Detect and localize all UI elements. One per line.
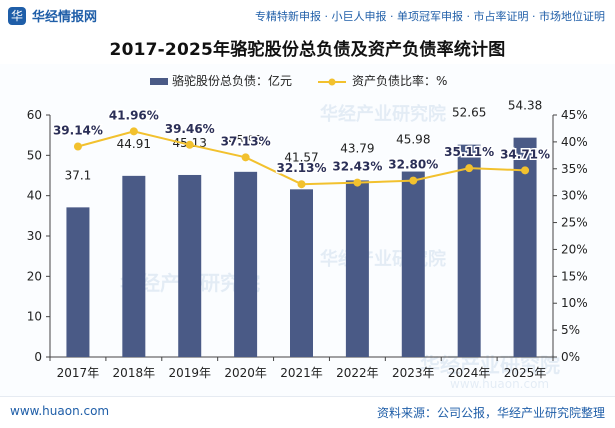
bar-value-label: 45.98 xyxy=(396,133,430,147)
brand-name: 华经情报网 xyxy=(32,10,98,25)
ratio-value-label: 39.14% xyxy=(53,124,103,138)
x-axis-tick-label: 2020年 xyxy=(224,366,267,380)
bar-value-label: 54.38 xyxy=(508,99,542,113)
ratio-value-label: 34.71% xyxy=(500,147,550,161)
brand-logo-icon: 华 xyxy=(8,6,26,25)
right-axis-tick-label: 10% xyxy=(561,296,588,310)
bar xyxy=(66,207,90,357)
bar xyxy=(345,180,369,357)
left-axis-tick-label: 60 xyxy=(27,108,42,122)
x-axis-tick-label: 2023年 xyxy=(392,366,435,380)
x-axis-tick-label: 2018年 xyxy=(113,366,156,380)
bar xyxy=(290,189,313,357)
footer-website-link[interactable]: www.huaon.com xyxy=(10,404,110,418)
bar-value-label: 43.79 xyxy=(340,141,374,155)
ratio-point xyxy=(465,164,474,173)
chart-title: 2017-2025年骆驼股份总负债及资产负债率统计图 xyxy=(109,39,506,60)
watermark-text-1: 华经产业研究院 xyxy=(320,103,446,125)
header-tagline: 专精特新申报 · 小巨人申报 · 单项冠军申报 · 市占率证明 · 市场地位证明 xyxy=(255,10,605,23)
legend-bar-swatch xyxy=(150,78,168,85)
ratio-point xyxy=(297,180,306,189)
right-axis-tick-label: 5% xyxy=(561,323,580,337)
x-axis-tick-label: 2025年 xyxy=(504,366,547,380)
x-axis-tick-label: 2017年 xyxy=(57,366,100,380)
bar xyxy=(457,144,481,357)
bar xyxy=(401,171,425,357)
title-bar: 2017-2025年骆驼股份总负债及资产负债率统计图 xyxy=(0,30,615,64)
top-header-bar: 华 华经情报网 专精特新申报 · 小巨人申报 · 单项冠军申报 · 市占率证明 … xyxy=(0,0,615,31)
x-axis-tick-label: 2022年 xyxy=(336,366,379,380)
x-axis-tick-label: 2021年 xyxy=(280,366,323,380)
ratio-point xyxy=(73,142,82,151)
ratio-point xyxy=(129,127,138,136)
x-axis-tick-label: 2024年 xyxy=(448,366,491,380)
ratio-point xyxy=(185,140,194,149)
ratio-value-label: 41.96% xyxy=(109,108,159,122)
bar-value-label: 45.91 xyxy=(228,133,262,147)
bar-value-label: 41.57 xyxy=(284,150,318,164)
right-axis-tick-label: 25% xyxy=(561,216,588,230)
ratio-value-label: 39.46% xyxy=(165,122,215,136)
right-axis-tick-label: 30% xyxy=(561,189,588,203)
left-axis-tick-label: 20 xyxy=(27,269,42,283)
right-axis-tick-label: 35% xyxy=(561,162,588,176)
footer-source-note: 资料来源：公司公报，华经产业研究院整理 xyxy=(376,406,605,420)
ratio-value-label: 37.13% xyxy=(221,134,271,148)
ratio-value-label: 32.80% xyxy=(388,158,438,172)
right-axis-tick-label: 20% xyxy=(561,242,588,256)
left-axis-tick-label: 40 xyxy=(27,189,42,203)
legend: 骆驼股份总负债：亿元 资产负债比率：% xyxy=(150,73,447,88)
plot-area: 0 10 20 30 40 50 60 0% 5% 10% 15% 20% 25% 30% 35% 40% 45… xyxy=(27,99,588,380)
legend-bar-label: 骆驼股份总负债：亿元 xyxy=(172,73,292,88)
right-axis-tick-label: 15% xyxy=(561,269,588,283)
legend-line-marker xyxy=(328,78,336,86)
ratio-value-label: 32.13% xyxy=(277,161,327,175)
legend-line-label: 资产负债比率：% xyxy=(352,73,447,88)
bar-value-label: 37.1 xyxy=(65,168,92,182)
brand[interactable]: 华 华经情报网 xyxy=(8,6,97,25)
ratio-point xyxy=(241,153,250,162)
left-axis-tick-label: 50 xyxy=(27,148,42,162)
bar-value-label: 44.91 xyxy=(117,137,151,151)
left-axis-tick-label: 30 xyxy=(27,229,42,243)
ratio-point xyxy=(409,176,418,185)
right-axis-tick-label: 0% xyxy=(561,350,580,364)
right-axis-tick-label: 45% xyxy=(561,108,588,122)
ratio-value-label: 32.43% xyxy=(332,160,382,174)
ratio-point xyxy=(521,166,530,175)
chart-canvas: 骆驼股份总负债：亿元 资产负债比率：% 华经产业研究院 华经产业研究院 华经产业… xyxy=(27,73,588,391)
right-axis-tick-label: 40% xyxy=(561,135,588,149)
x-axis-tick-label: 2019年 xyxy=(168,366,211,380)
bar xyxy=(234,171,258,357)
watermark-text-3: 华经产业研究院 xyxy=(320,248,446,270)
bar xyxy=(513,137,537,357)
ratio-point xyxy=(353,178,362,187)
watermark-url: www.huaon.com xyxy=(450,377,549,391)
bar-value-label: 52.65 xyxy=(452,106,486,120)
bar xyxy=(122,175,146,357)
left-axis-tick-label: 0 xyxy=(34,350,42,364)
footer-bar: www.huaon.com 资料来源：公司公报，华经产业研究院整理 xyxy=(0,396,615,428)
bar xyxy=(178,174,202,357)
ratio-value-label: 35.11% xyxy=(444,145,494,159)
left-axis-tick-label: 10 xyxy=(27,310,42,324)
